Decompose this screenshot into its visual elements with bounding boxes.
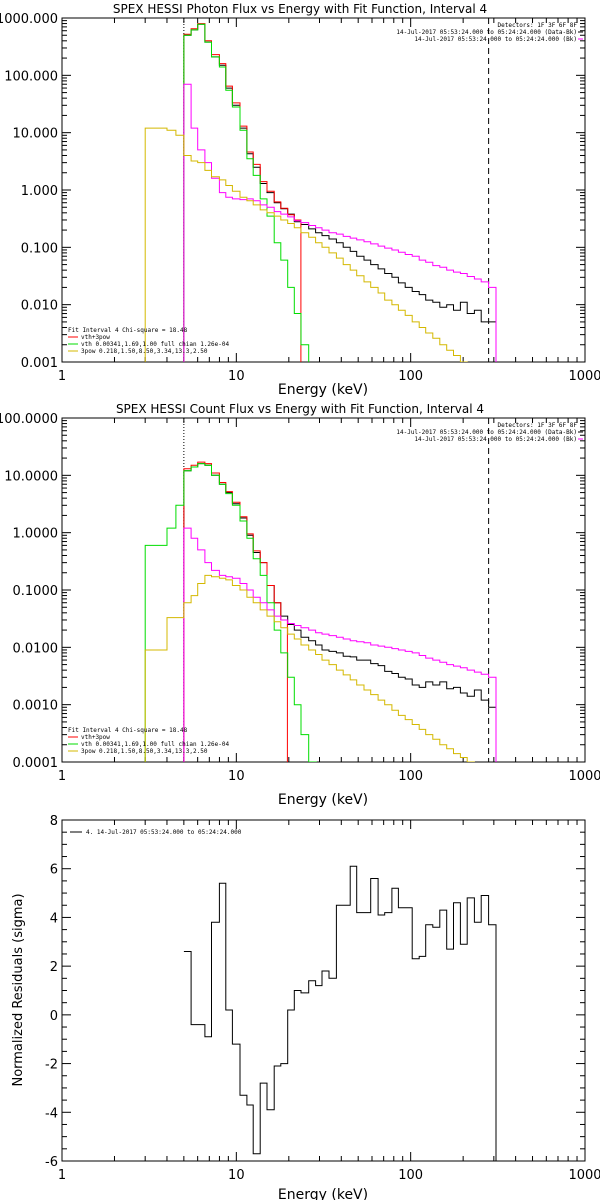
legend-item-label: 3pow 0.218,1.50,8.50,3.34,13.3,2.50 <box>81 748 208 755</box>
x-tick-label: 100 <box>398 1168 423 1183</box>
series-line <box>183 461 288 762</box>
y-tick-label: -6 <box>45 1155 58 1170</box>
legend-top-right-text: 14-Jul-2017 05:53:24.000 to 05:24:24.000… <box>396 29 577 36</box>
series-line <box>144 574 475 762</box>
x-axis-label: Energy (keV) <box>278 792 368 808</box>
series-line <box>183 23 497 362</box>
legend: 4. 14-Jul-2017 05:53:24.000 to 05:24:24.… <box>70 829 242 836</box>
x-tick-label: 1 <box>58 769 66 784</box>
y-tick-label: 0.001 <box>21 356 58 371</box>
x-tick-label: 1000 <box>568 369 600 384</box>
x-tick-label: 100 <box>398 769 423 784</box>
y-tick-label: 10.000 <box>13 127 59 142</box>
plot-area <box>61 417 586 763</box>
y-tick-label: 100.000 <box>4 69 58 84</box>
series-line <box>183 23 310 362</box>
y-tick-label: 0.100 <box>21 241 58 256</box>
series-line <box>183 527 497 762</box>
y-tick-label: 1.0000 <box>13 527 59 542</box>
series-line <box>183 463 497 762</box>
legend-top-right-text: 14-Jul-2017 05:53:24.000 to 05:24:24.000… <box>414 436 577 443</box>
y-tick-label: 4 <box>50 911 58 926</box>
y-tick-label: 0.0001 <box>13 756 59 771</box>
x-tick-label: 1000 <box>568 769 600 784</box>
y-axis-label: Normalized Residuals (sigma) <box>11 893 26 1086</box>
legend-top-right-text: 14-Jul-2017 05:53:24.000 to 05:24:24.000… <box>414 36 577 43</box>
residuals-panel: 1 10 100 1000 8 6 4 2 0 -2 -4 -6 4. 14-Jul-2017 05:… <box>11 814 600 1200</box>
legend-item-label: 4. 14-Jul-2017 05:53:24.000 to 05:24:24.… <box>86 829 242 836</box>
chart-title: SPEX HESSI Count Flux vs Energy with Fit… <box>116 402 484 416</box>
plot-area <box>61 819 586 1162</box>
count-flux-panel: SPEX HESSI Count Flux vs Energy with Fit… <box>0 402 600 808</box>
legend-fit-header: Fit Interval 4 Chi-square = 18.48 <box>68 727 188 734</box>
y-tick-label: 10.0000 <box>4 469 58 484</box>
x-tick-label: 10 <box>228 369 245 384</box>
axis-ticks: 1 10 100 1000 1000.000 100.000 10.000 1.000 0.10… <box>0 12 600 384</box>
y-tick-label: 6 <box>50 863 58 878</box>
axis-ticks: 1 10 100 1000 100.0000 10.0000 1.0000 0.1000 0.0… <box>0 412 600 784</box>
y-tick-label: 0.1000 <box>13 584 59 599</box>
axis-ticks: 1 10 100 1000 8 6 4 2 0 -2 -4 -6 <box>45 814 600 1183</box>
legend-item-label: vth+3pow <box>81 734 110 741</box>
y-tick-label: 100.0000 <box>0 412 58 427</box>
x-tick-label: 1000 <box>568 1168 600 1183</box>
chart-title: SPEX HESSI Photon Flux vs Energy with Fi… <box>113 2 487 16</box>
legend-top-right-text: Detectors: 1F 3F 6F 8F <box>498 22 578 29</box>
series-group <box>144 18 497 362</box>
series-line <box>144 127 468 362</box>
legend-fit-header: Fit Interval 4 Chi-square = 18.48 <box>68 327 188 334</box>
x-tick-label: 1 <box>58 1168 66 1183</box>
series-line <box>183 865 497 1161</box>
y-tick-label: 1000.000 <box>0 12 58 27</box>
x-tick-label: 1 <box>58 369 66 384</box>
photon-flux-panel: SPEX HESSI Photon Flux vs Energy with Fi… <box>0 2 600 398</box>
legend-item-label: vth+3pow <box>81 334 110 341</box>
x-axis-label: Energy (keV) <box>278 382 368 398</box>
legend-item-label: 3pow 0.218,1.50,8.50,3.34,13.3,2.50 <box>81 348 208 355</box>
y-tick-label: 0.0010 <box>13 699 59 714</box>
y-tick-label: 0.010 <box>21 299 58 314</box>
series-line <box>183 83 497 362</box>
x-tick-label: 10 <box>228 1168 245 1183</box>
legend-top-right-text: 14-Jul-2017 05:53:24.000 to 05:24:24.000… <box>396 429 577 436</box>
series-line <box>144 463 317 762</box>
y-tick-label: -2 <box>45 1058 58 1073</box>
y-tick-label: -4 <box>45 1106 58 1121</box>
y-tick-label: 1.000 <box>21 184 58 199</box>
y-tick-label: 8 <box>50 814 58 829</box>
legend-top-right-text: Detectors: 1F 3F 6F 8F <box>498 422 578 429</box>
plot-area <box>61 17 586 363</box>
y-tick-label: 0 <box>50 1009 58 1024</box>
y-tick-label: 0.0100 <box>13 641 59 656</box>
series-group <box>183 865 497 1161</box>
x-tick-label: 100 <box>398 369 423 384</box>
legend-item-label: vth 0.00341,1.69,1.00 full chian 1.26e-0… <box>81 741 229 748</box>
series-line <box>183 23 302 362</box>
y-tick-label: 2 <box>50 960 58 975</box>
x-axis-label: Energy (keV) <box>278 1187 368 1200</box>
legend-item-label: vth 0.00341,1.69,1.00 full chian 1.26e-0… <box>81 341 229 348</box>
x-tick-label: 10 <box>228 769 245 784</box>
series-group <box>144 418 497 762</box>
